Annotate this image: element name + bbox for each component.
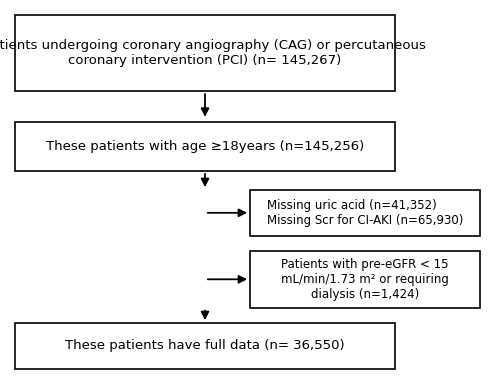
Text: Missing uric acid (n=41,352)
Missing Scr for CI-AKI (n=65,930): Missing uric acid (n=41,352) Missing Scr… <box>267 199 463 227</box>
Text: These patients with age ≥18years (n=145,256): These patients with age ≥18years (n=145,… <box>46 140 364 153</box>
Text: Patients with pre-eGFR < 15
mL/min/1.73 m² or requiring
dialysis (n=1,424): Patients with pre-eGFR < 15 mL/min/1.73 … <box>281 258 449 301</box>
FancyBboxPatch shape <box>15 15 395 91</box>
Text: Patients undergoing coronary angiography (CAG) or percutaneous
coronary interven: Patients undergoing coronary angiography… <box>0 39 426 67</box>
FancyBboxPatch shape <box>250 190 480 236</box>
Text: These patients have full data (n= 36,550): These patients have full data (n= 36,550… <box>65 339 345 352</box>
FancyBboxPatch shape <box>15 323 395 369</box>
FancyBboxPatch shape <box>250 251 480 308</box>
FancyBboxPatch shape <box>15 122 395 171</box>
